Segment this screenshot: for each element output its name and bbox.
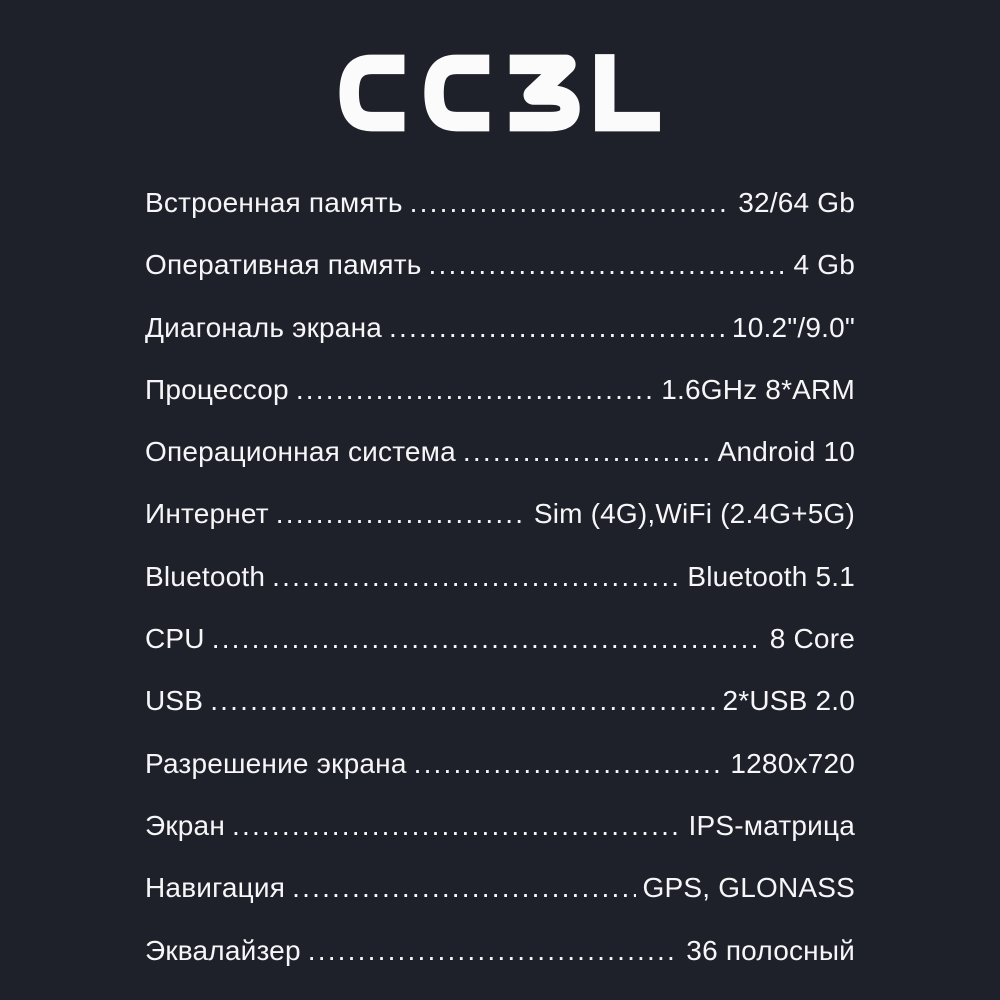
logo-letter-c1 (339, 54, 404, 132)
dot-leader (210, 670, 715, 732)
dot-leader (272, 546, 680, 608)
spec-row-os: Операционная система Android 10 (145, 421, 855, 483)
dot-leader (212, 608, 763, 670)
spec-value: 32/64 Gb (738, 187, 855, 218)
spec-value: Bluetooth 5.1 (687, 560, 855, 592)
dot-leader (232, 795, 682, 857)
logo-letter-3 (509, 54, 580, 132)
spec-label: Встроенная память (145, 187, 403, 218)
spec-label: Экран (145, 809, 225, 841)
dot-leader (389, 297, 725, 359)
spec-row-processor: Процессор 1.6GHz 8*ARM (145, 359, 855, 421)
spec-row-usb: USB 2*USB 2.0 (145, 670, 855, 732)
spec-label: Диагональ экрана (145, 311, 383, 343)
spec-row-screen-resolution: Разрешение экрана 1280x720 (145, 733, 855, 795)
dot-leader (292, 857, 635, 919)
spec-row-display: Экран IPS-матрица (145, 795, 855, 857)
spec-label: CPU (145, 623, 205, 655)
dot-leader (296, 359, 654, 421)
spec-row-ram: Оперативная память 4 Gb (145, 234, 855, 296)
spec-row-cpu: CPU 8 Core (145, 608, 855, 670)
dot-leader (308, 920, 680, 982)
spec-value: IPS-матрица (688, 809, 855, 841)
dot-leader (410, 172, 732, 234)
spec-label: Разрешение экрана (145, 747, 407, 779)
dot-leader (429, 234, 787, 296)
spec-label: Bluetooth (145, 560, 266, 592)
spec-list: Встроенная память 32/64 Gb Оперативная п… (0, 132, 1000, 982)
logo-letter-c2 (423, 54, 489, 132)
spec-label: Оперативная память (145, 249, 422, 281)
spec-value: Sim (4G),WiFi (2.4G+5G) (533, 498, 855, 530)
spec-value: 10.2"/9.0" (731, 311, 855, 343)
spec-label: Процессор (145, 373, 289, 405)
cc3l-logo (339, 54, 660, 132)
logo-container (0, 0, 1000, 132)
spec-value: 8 Core (769, 623, 855, 655)
spec-value: 4 Gb (793, 249, 855, 281)
spec-row-navigation: Навигация GPS, GLONASS (145, 857, 855, 919)
spec-label: Навигация (145, 872, 286, 904)
spec-row-equalizer: Эквалайзер 36 полосный (145, 920, 855, 982)
dot-leader (276, 483, 527, 545)
spec-row-bluetooth: Bluetooth Bluetooth 5.1 (145, 546, 855, 608)
spec-row-internet: Интернет Sim (4G),WiFi (2.4G+5G) (145, 483, 855, 545)
dot-leader (463, 421, 711, 483)
spec-value: 1.6GHz 8*ARM (661, 373, 855, 405)
spec-label: Эквалайзер (145, 934, 301, 966)
spec-value: Android 10 (717, 436, 855, 468)
spec-value: 36 полосный (686, 934, 855, 966)
spec-row-internal-memory: Встроенная память 32/64 Gb (145, 172, 855, 234)
spec-row-screen-diagonal: Диагональ экрана 10.2"/9.0" (145, 297, 855, 359)
spec-value: GPS, GLONASS (642, 872, 855, 904)
spec-value: 1280x720 (730, 747, 855, 779)
spec-label: Интернет (145, 498, 269, 530)
dot-leader (414, 733, 724, 795)
spec-label: USB (145, 685, 204, 717)
logo-letter-l (594, 54, 660, 132)
spec-value: 2*USB 2.0 (722, 685, 855, 717)
spec-label: Операционная система (145, 436, 456, 468)
